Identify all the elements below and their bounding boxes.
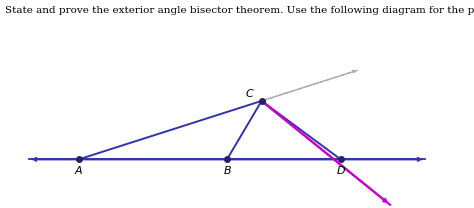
Text: B: B	[223, 166, 231, 176]
Text: D: D	[337, 166, 345, 176]
Text: State and prove the exterior angle bisector theorem. Use the following diagram f: State and prove the exterior angle bisec…	[5, 6, 474, 15]
Text: C: C	[246, 89, 253, 99]
Text: A: A	[75, 166, 82, 176]
